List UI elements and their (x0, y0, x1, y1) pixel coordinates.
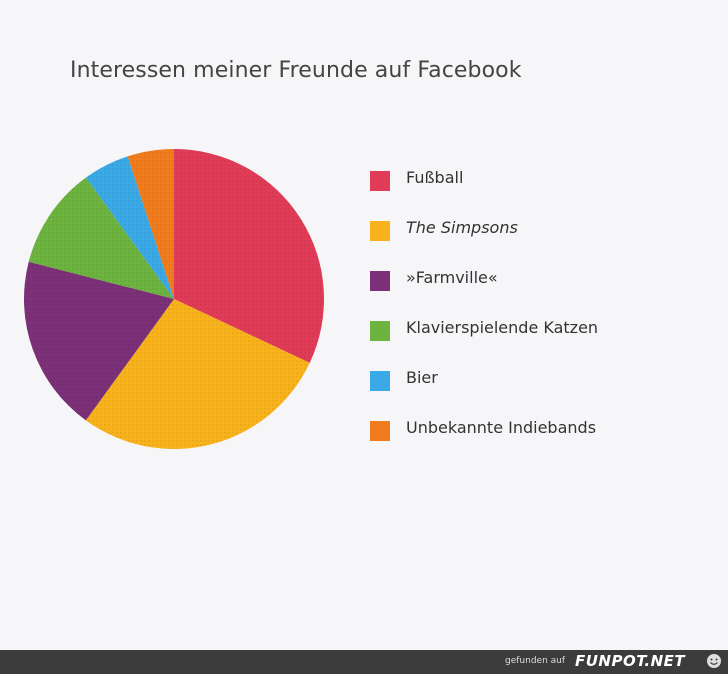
legend-swatch (370, 371, 390, 391)
legend-swatch (370, 171, 390, 191)
smiley-icon (707, 654, 721, 668)
legend-label: Bier (406, 368, 438, 387)
legend-label: Unbekannte Indiebands (406, 418, 597, 437)
legend-swatch (370, 421, 390, 441)
legend-swatch (370, 271, 390, 291)
pie-chart (23, 149, 324, 449)
legend-label: Klavierspielende Katzen (406, 318, 599, 337)
footer-text: gefunden auf (505, 656, 566, 666)
chart-title: Interessen meiner Freunde auf Facebook (70, 58, 522, 83)
legend-label: Fußball (406, 168, 464, 187)
footer-bar: gefunden auf FUNPOT.NET (0, 650, 728, 674)
legend-label: »Farmville« (406, 268, 498, 287)
page: Interessen meiner Freunde auf Facebook F… (23, 58, 599, 449)
legend-swatch (370, 221, 390, 241)
site-logo[interactable]: FUNPOT.NET (575, 652, 686, 670)
legend-label: The Simpsons (406, 218, 518, 237)
legend-swatch (370, 321, 390, 341)
